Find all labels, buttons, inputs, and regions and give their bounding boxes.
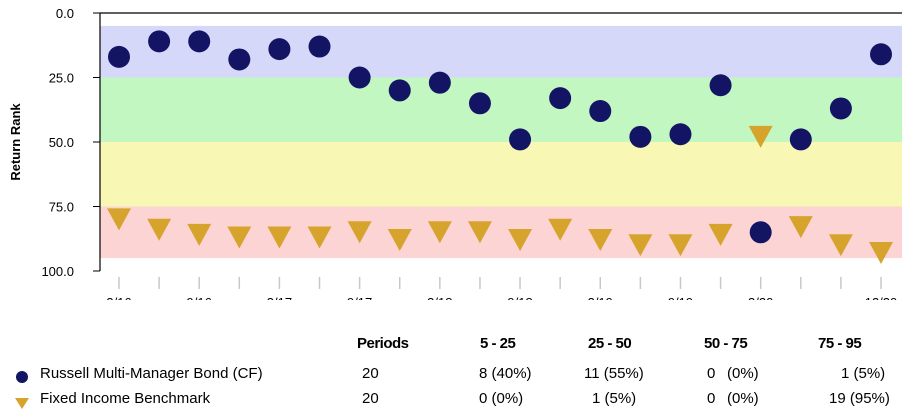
x-tick-label: 3/17 — [267, 295, 292, 300]
periods-value: 20 — [362, 390, 379, 407]
series-0-point — [509, 128, 532, 151]
range-25-50-value: 11 (55%) — [584, 365, 644, 382]
range-25-50-value: 1 (5%) — [592, 390, 637, 407]
series-1-point — [708, 223, 733, 246]
range-5-25-value: 0 (0%) — [479, 390, 524, 407]
series-0-point — [348, 66, 371, 89]
series-1-point — [748, 125, 773, 148]
y-tick-label: 75.0 — [49, 200, 74, 215]
series-1-point — [387, 229, 412, 252]
periods-value: 20 — [362, 365, 379, 382]
y-tick-label: 50.0 — [49, 135, 74, 150]
rank-band-3 — [100, 206, 902, 259]
range-50-75-count: 0 — [707, 390, 716, 407]
series-1-point — [828, 234, 853, 257]
series-1-point — [107, 208, 131, 231]
y-axis-label: Return Rank — [8, 103, 23, 181]
series-1-point — [147, 218, 172, 241]
y-tick-label: 100.0 — [41, 264, 74, 279]
series-1-point — [628, 234, 653, 257]
header-range-25-50: 25 - 50 — [588, 335, 632, 352]
series-0-point — [308, 35, 331, 58]
series-1-point — [788, 216, 813, 239]
series-0-point — [188, 30, 211, 53]
series-0-point — [870, 43, 892, 66]
header-periods: Periods — [357, 335, 409, 352]
series-0-point — [148, 30, 171, 53]
y-tick-label: 25.0 — [49, 71, 74, 86]
header-range-75-95: 75 - 95 — [818, 335, 862, 352]
series-0-point — [749, 221, 772, 244]
series-0-point — [789, 128, 812, 151]
series-0-point — [829, 97, 852, 120]
series-0-point — [468, 92, 491, 115]
series-0-point — [228, 48, 251, 71]
range-5-25-value: 8 (40%) — [479, 365, 532, 382]
series-1-point — [588, 229, 613, 252]
range-50-75-percent: (0%) — [727, 390, 759, 407]
series-1-point — [508, 229, 533, 252]
series-0-point — [388, 79, 411, 102]
series-0-point — [709, 74, 732, 97]
x-tick-label: 9/19 — [668, 295, 693, 300]
y-tick-label: 0.0 — [56, 6, 74, 21]
series-0-point — [268, 38, 291, 61]
x-tick-label: 3/16 — [106, 295, 131, 300]
series-1-point — [187, 223, 212, 246]
header-range-5-25: 5 - 25 — [480, 335, 516, 352]
series-0-point — [629, 125, 652, 148]
x-tick-label: 9/18 — [507, 295, 532, 300]
range-75-95-value: 1 (5%) — [841, 365, 886, 382]
series-1-point — [869, 241, 893, 264]
series-1-point — [267, 226, 292, 249]
rank-band-0 — [100, 25, 902, 78]
x-tick-label: 3/20 — [748, 295, 773, 300]
x-tick-label: 3/19 — [588, 295, 613, 300]
table-row: Russell Multi-Manager Bond (CF) 20 8 (40… — [0, 365, 902, 391]
series-0-point — [589, 100, 612, 123]
rank-band-1 — [100, 77, 902, 142]
header-range-50-75: 50 - 75 — [704, 335, 748, 352]
range-50-75-percent: (0%) — [727, 365, 759, 382]
x-tick-label: 3/18 — [427, 295, 452, 300]
series-label: Fixed Income Benchmark — [40, 390, 211, 407]
series-0-point — [428, 71, 451, 94]
series-1-point — [227, 226, 252, 249]
series-1-point — [347, 221, 372, 244]
series-label: Russell Multi-Manager Bond (CF) — [40, 365, 263, 382]
series-0-point — [549, 87, 572, 110]
return-rank-chart: 0.0 25.0 50.0 75.0 100.0 Return Rank 3/16 9/16 3… — [8, 6, 902, 300]
series-0-point — [669, 123, 692, 146]
legend-triangle-icon — [15, 398, 29, 409]
series-1-point — [548, 218, 573, 241]
series-1-point — [467, 221, 492, 244]
rank-band-2 — [100, 142, 902, 207]
range-75-95-value: 19 (95%) — [829, 390, 890, 407]
range-50-75-count: 0 — [707, 365, 716, 382]
series-1-point — [427, 221, 452, 244]
x-tick-label: 9/16 — [187, 295, 212, 300]
x-tick-label: 9/17 — [347, 295, 372, 300]
table-row: Fixed Income Benchmark 20 0 (0%) 1 (5%) … — [0, 390, 902, 416]
table-header-row: Periods 5 - 25 25 - 50 50 - 75 75 - 95 — [0, 335, 902, 361]
legend-circle-icon — [16, 371, 28, 383]
series-1-point — [307, 226, 332, 249]
series-1-point — [668, 234, 693, 257]
series-0-point — [108, 45, 130, 68]
x-tick-label: 12/20 — [865, 295, 898, 300]
